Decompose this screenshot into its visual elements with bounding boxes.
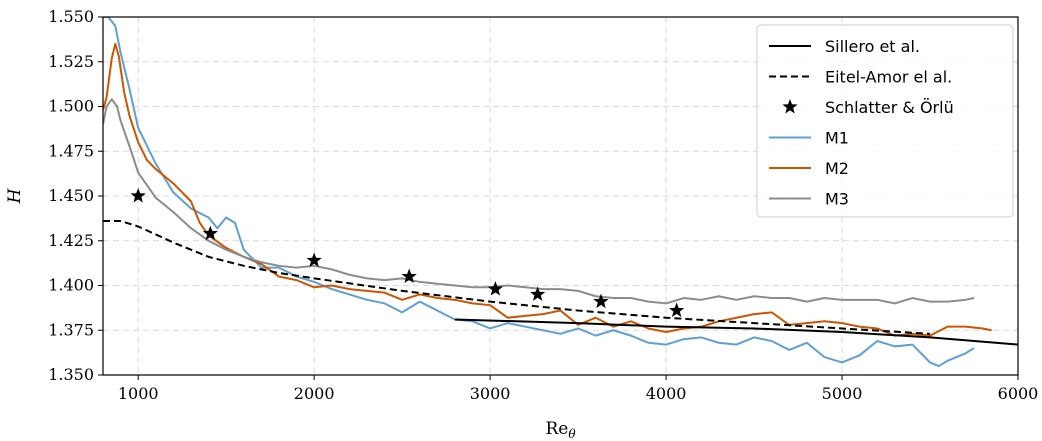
y-tick-label: 1.425: [48, 231, 94, 250]
x-tick-label: 2000: [294, 384, 335, 403]
y-tick-label: 1.400: [48, 276, 94, 295]
x-tick-label: 5000: [822, 384, 863, 403]
x-axis-label: Reθ: [545, 419, 576, 441]
series-schlatter-rl-marker: [669, 302, 685, 318]
y-tick-label: 1.475: [48, 141, 94, 160]
axis-ticks: 1000 2000 3000 4000 5000 6000 1.350 1.375 1.400 1…: [48, 7, 1038, 403]
series-schlatter-rl-marker: [487, 281, 503, 296]
y-tick-label: 1.450: [48, 186, 94, 205]
legend-marker-schlatter-rl: [782, 99, 798, 114]
y-tick-label: 1.375: [48, 320, 94, 339]
x-tick-label: 6000: [998, 384, 1039, 403]
x-axis-label-main: Re: [545, 419, 568, 439]
legend-label-m2: M2: [825, 159, 849, 178]
series-sillero-et-al-line: [454, 318, 1018, 346]
y-tick-label: 1.350: [48, 365, 94, 384]
legend: Sillero et al. Eitel-Amor el al. Schlatter…: [756, 24, 1014, 218]
series-m2-line: [103, 42, 992, 337]
x-tick-label: 4000: [646, 384, 687, 403]
legend-label-eitel-amor-el-al: Eitel-Amor el al.: [825, 68, 952, 87]
series-m1-line: [103, 17, 975, 368]
series-eitel-amor-el-al-line: [103, 220, 931, 335]
legend-label-m3: M3: [825, 190, 849, 209]
y-tick-label: 1.550: [48, 7, 94, 26]
y-axis-label: H: [5, 187, 25, 204]
plot-area: [103, 17, 1018, 368]
series-schlatter-rl-marker: [530, 286, 546, 301]
series-schlatter-rl-marker: [593, 293, 609, 309]
x-tick-label: 1000: [118, 384, 159, 403]
series-schlatter-rl-marker: [202, 225, 218, 241]
x-axis-label-sub: θ: [568, 427, 576, 441]
y-tick-label: 1.500: [48, 97, 94, 116]
y-tick-label: 1.525: [48, 52, 94, 71]
x-tick-label: 3000: [470, 384, 511, 403]
legend-label-sillero-et-al: Sillero et al.: [825, 37, 920, 56]
series-m3-line: [103, 98, 975, 305]
series-schlatter-rl-marker: [130, 188, 146, 203]
series-schlatter-rl-marker: [306, 252, 322, 267]
legend-label-m1: M1: [825, 129, 849, 148]
legend-label-schlatter-rl: Schlatter & Örlü: [825, 98, 954, 117]
series-schlatter-rl-marker: [401, 268, 417, 284]
legend-box: [756, 24, 1014, 218]
